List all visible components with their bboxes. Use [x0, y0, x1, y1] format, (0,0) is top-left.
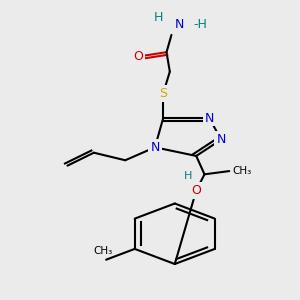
Text: N: N [205, 112, 214, 124]
Text: -H: -H [193, 18, 207, 31]
Text: S: S [159, 87, 167, 100]
Text: H: H [184, 172, 192, 182]
Text: N: N [175, 18, 184, 31]
Text: N: N [150, 141, 160, 154]
Text: H: H [154, 11, 163, 24]
Text: N: N [216, 133, 226, 146]
Text: O: O [134, 50, 143, 63]
Text: O: O [191, 184, 201, 197]
Text: CH₃: CH₃ [232, 166, 252, 176]
Text: CH₃: CH₃ [93, 247, 112, 256]
